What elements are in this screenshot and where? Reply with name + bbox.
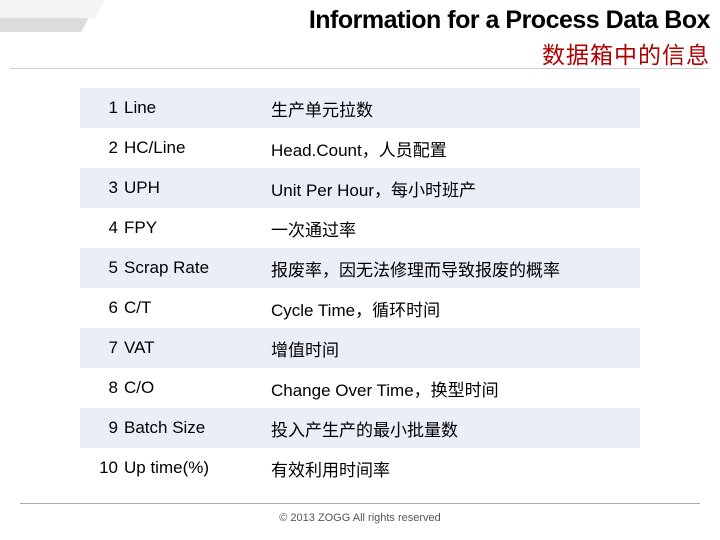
table-row: 5Scrap Rate报废率，因无法修理而导致报废的概率 [80, 248, 640, 288]
table-row: 3UPHUnit Per Hour，每小时班产 [80, 168, 640, 208]
table-row: 6C/TCycle Time，循环时间 [80, 288, 640, 328]
row-number: 7 [80, 328, 120, 368]
row-number: 3 [80, 168, 120, 208]
row-description: 一次通过率 [265, 208, 640, 248]
corner-bar-1 [0, 0, 105, 18]
page-title: Information for a Process Data Box [130, 6, 710, 35]
page-subtitle: 数据箱中的信息 [542, 36, 710, 70]
table-row: 9Batch Size投入产生产的最小批量数 [80, 408, 640, 448]
row-number: 9 [80, 408, 120, 448]
row-term: UPH [120, 168, 265, 208]
row-number: 1 [80, 88, 120, 128]
row-description: Unit Per Hour，每小时班产 [265, 168, 640, 208]
row-term: HC/Line [120, 128, 265, 168]
row-number: 6 [80, 288, 120, 328]
row-description: 投入产生产的最小批量数 [265, 408, 640, 448]
row-description: 报废率，因无法修理而导致报废的概率 [265, 248, 640, 288]
row-description: Head.Count，人员配置 [265, 128, 640, 168]
footer-divider [20, 503, 700, 504]
corner-accent [0, 0, 140, 50]
table-row: 2HC/LineHead.Count，人员配置 [80, 128, 640, 168]
row-term: Up time(%) [120, 448, 265, 488]
header-divider [10, 68, 710, 69]
row-number: 4 [80, 208, 120, 248]
definitions-table-wrap: 1Line生产单元拉数2HC/LineHead.Count，人员配置3UPHUn… [80, 88, 640, 488]
corner-bar-2 [0, 18, 89, 32]
row-term: Batch Size [120, 408, 265, 448]
row-description: Change Over Time，换型时间 [265, 368, 640, 408]
row-term: Scrap Rate [120, 248, 265, 288]
table-row: 1Line生产单元拉数 [80, 88, 640, 128]
row-number: 10 [80, 448, 120, 488]
row-term: FPY [120, 208, 265, 248]
row-term: Line [120, 88, 265, 128]
row-description: 有效利用时间率 [265, 448, 640, 488]
table-row: 4FPY一次通过率 [80, 208, 640, 248]
row-term: C/O [120, 368, 265, 408]
definitions-table: 1Line生产单元拉数2HC/LineHead.Count，人员配置3UPHUn… [80, 88, 640, 488]
footer-text: © 2013 ZOGG All rights reserved [0, 512, 720, 524]
table-row: 8C/OChange Over Time，换型时间 [80, 368, 640, 408]
table-row: 10Up time(%)有效利用时间率 [80, 448, 640, 488]
row-description: 增值时间 [265, 328, 640, 368]
row-number: 2 [80, 128, 120, 168]
row-term: C/T [120, 288, 265, 328]
row-description: 生产单元拉数 [265, 88, 640, 128]
table-row: 7VAT增值时间 [80, 328, 640, 368]
row-number: 8 [80, 368, 120, 408]
row-description: Cycle Time，循环时间 [265, 288, 640, 328]
row-term: VAT [120, 328, 265, 368]
row-number: 5 [80, 248, 120, 288]
